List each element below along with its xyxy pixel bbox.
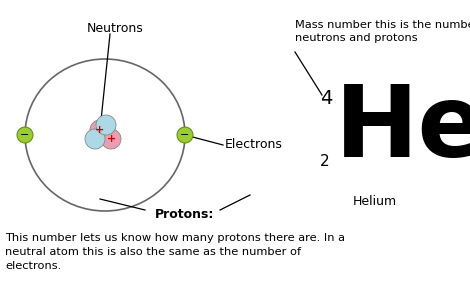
Text: 2: 2 [320,154,329,170]
Text: +: + [106,134,116,144]
Text: Protons:: Protons: [155,208,215,222]
Text: −: − [180,130,190,140]
Text: +: + [95,125,105,135]
Circle shape [85,129,105,149]
Circle shape [17,127,33,143]
Circle shape [90,120,110,140]
Text: −: − [20,130,30,140]
Text: 4: 4 [320,88,332,108]
Text: Neutrons: Neutrons [86,22,143,34]
Circle shape [177,127,193,143]
Text: This number lets us know how many protons there are. In a
neutral atom this is a: This number lets us know how many proton… [5,233,345,271]
Text: He: He [335,82,470,179]
Text: Mass number this is the number of
neutrons and protons: Mass number this is the number of neutro… [295,20,470,43]
Text: Electrons: Electrons [225,139,283,152]
Circle shape [96,115,116,135]
Text: Helium: Helium [353,195,397,208]
Circle shape [101,129,121,149]
